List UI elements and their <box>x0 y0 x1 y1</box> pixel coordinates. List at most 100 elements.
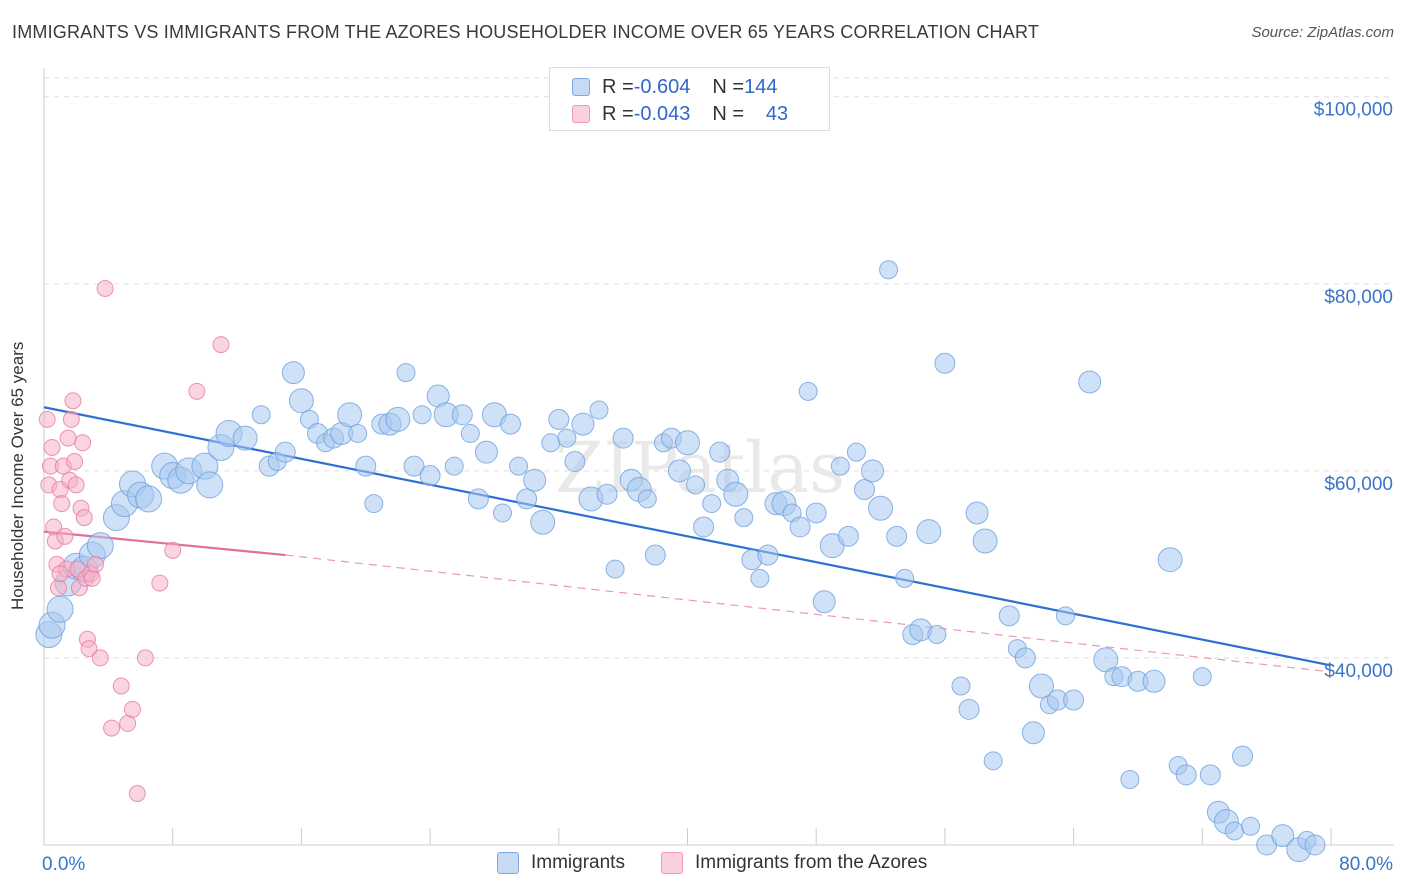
point-immigrants <box>557 428 577 448</box>
point-immigrants <box>564 451 586 472</box>
point-immigrants <box>983 751 1003 771</box>
point-immigrants <box>1120 770 1140 790</box>
point-immigrants <box>1142 669 1166 693</box>
legend-r-value: -0.043 <box>633 102 691 125</box>
point-immigrants <box>798 381 818 401</box>
point-immigrants <box>548 408 570 430</box>
point-immigrants <box>232 425 258 451</box>
point-azores <box>51 565 69 583</box>
point-immigrants <box>1056 606 1076 626</box>
point-immigrants <box>46 595 74 623</box>
point-azores <box>80 640 98 658</box>
point-azores <box>49 579 67 597</box>
point-immigrants <box>500 413 522 435</box>
point-immigrants <box>861 459 885 483</box>
point-immigrants <box>530 509 556 535</box>
point-immigrants <box>846 442 866 462</box>
legend-n-label: N = <box>712 102 745 125</box>
point-immigrants <box>612 427 634 449</box>
point-azores <box>62 410 80 428</box>
point-immigrants <box>757 544 779 566</box>
point-immigrants <box>750 568 770 588</box>
point-azores <box>103 719 121 737</box>
series-label-azores: Immigrants from the Azores <box>695 852 928 873</box>
data-points <box>35 260 1326 863</box>
point-immigrants <box>1175 764 1197 786</box>
legend-row-immigrants: R = -0.604 N = 144 <box>572 75 777 99</box>
point-azores <box>38 410 56 428</box>
point-azores <box>128 785 146 803</box>
point-immigrants <box>444 456 464 476</box>
point-azores <box>212 336 230 354</box>
y-tick-label: $40,000 <box>1324 661 1393 682</box>
point-immigrants <box>509 456 529 476</box>
point-immigrants <box>1014 647 1036 669</box>
point-immigrants <box>1224 821 1244 841</box>
legend-n-value: 144 <box>744 75 778 98</box>
legend-n-label: N = <box>712 75 745 98</box>
y-tick-label: $60,000 <box>1324 474 1393 495</box>
point-immigrants <box>135 485 163 513</box>
source-label: Source: ZipAtlas.com <box>1251 24 1394 41</box>
point-immigrants <box>541 433 561 453</box>
point-immigrants <box>364 494 384 514</box>
point-immigrants <box>460 423 480 443</box>
point-immigrants <box>288 388 314 414</box>
point-immigrants <box>927 625 947 645</box>
point-immigrants <box>1063 689 1085 711</box>
point-immigrants <box>1192 667 1212 687</box>
point-azores <box>151 574 169 592</box>
trend-lines <box>43 406 1332 673</box>
series-legend-immigrants[interactable]: Immigrants <box>497 852 625 874</box>
axes <box>43 68 1394 846</box>
point-immigrants <box>355 455 377 477</box>
point-immigrants <box>396 363 416 383</box>
point-azores <box>56 527 74 545</box>
legend-swatch-immigrants <box>572 78 590 96</box>
point-azores <box>75 509 93 527</box>
legend-row-azores: R = -0.043 N = 43 <box>572 102 788 126</box>
legend-swatch-azores <box>572 105 590 123</box>
series-legend: Immigrants Immigrants from the Azores <box>0 852 1406 878</box>
point-immigrants <box>789 516 811 538</box>
point-immigrants <box>474 440 498 464</box>
legend-r-label: R = <box>602 75 634 98</box>
point-immigrants <box>492 503 512 523</box>
point-immigrants <box>1157 547 1183 573</box>
legend-r-label: R = <box>602 102 634 125</box>
point-azores <box>86 555 104 573</box>
point-immigrants <box>667 459 691 483</box>
point-immigrants <box>523 468 547 492</box>
point-immigrants <box>605 559 625 579</box>
point-immigrants <box>281 361 305 385</box>
point-immigrants <box>686 475 706 495</box>
point-azores <box>123 700 141 718</box>
point-immigrants <box>596 483 618 505</box>
point-immigrants <box>451 404 473 426</box>
point-azores <box>83 569 101 587</box>
point-immigrants <box>837 525 859 547</box>
point-immigrants <box>419 465 441 487</box>
point-azores <box>43 438 61 456</box>
point-immigrants <box>916 519 942 545</box>
y-axis-label: Householder Income Over 65 years <box>8 341 27 610</box>
point-immigrants <box>1021 721 1045 745</box>
point-immigrants <box>951 676 971 696</box>
series-legend-azores[interactable]: Immigrants from the Azores <box>661 852 927 874</box>
point-immigrants <box>337 402 363 428</box>
point-immigrants <box>467 488 489 510</box>
y-tick-label: $80,000 <box>1324 287 1393 308</box>
point-immigrants <box>886 525 908 547</box>
trend-line-immigrants <box>43 406 1332 667</box>
point-immigrants <box>853 479 875 501</box>
series-swatch-azores <box>661 852 683 874</box>
point-immigrants <box>251 405 271 425</box>
point-immigrants <box>1232 745 1254 767</box>
point-immigrants <box>998 605 1020 627</box>
point-immigrants <box>693 516 715 538</box>
grid-lines <box>44 77 1394 659</box>
point-immigrants <box>637 489 657 509</box>
point-azores <box>59 429 77 447</box>
point-immigrants <box>1028 673 1054 699</box>
